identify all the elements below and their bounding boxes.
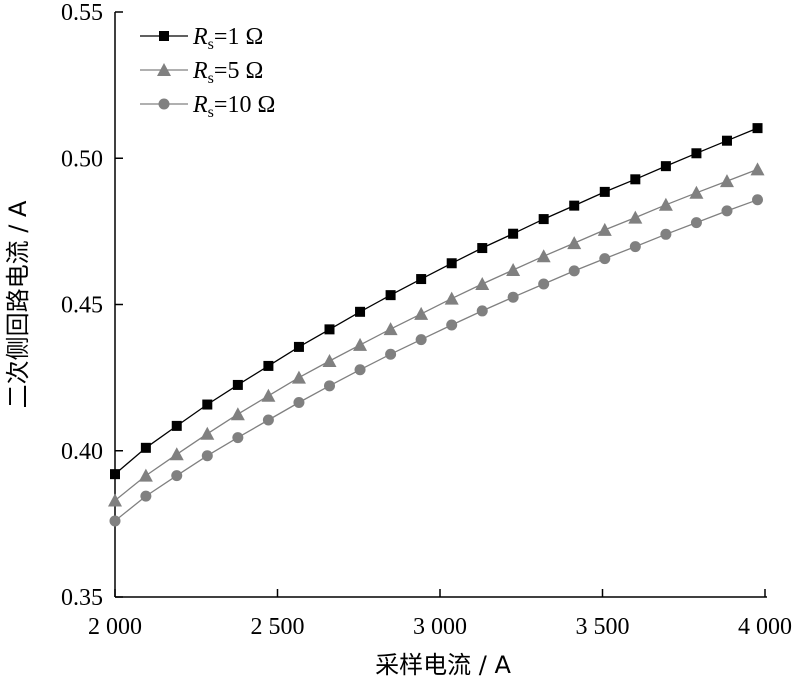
data-point bbox=[291, 370, 306, 384]
data-point bbox=[140, 490, 152, 502]
data-point bbox=[628, 210, 643, 224]
y-tick-label: 0.40 bbox=[61, 439, 103, 465]
data-point bbox=[719, 174, 734, 188]
y-tick-label: 0.50 bbox=[61, 146, 103, 172]
legend-label: Rs=1 Ω bbox=[192, 24, 263, 53]
data-point bbox=[506, 262, 521, 276]
data-point bbox=[414, 306, 429, 320]
legend-label: Rs=5 Ω bbox=[192, 58, 263, 87]
data-point bbox=[689, 185, 704, 199]
data-point bbox=[476, 305, 488, 317]
data-point bbox=[477, 243, 488, 254]
data-point bbox=[232, 379, 243, 390]
data-point bbox=[567, 236, 582, 250]
series-circle bbox=[109, 194, 764, 527]
data-point bbox=[293, 396, 305, 408]
plot-area: 2 000 2 500 3 000 3 500 4 000 0.350.400.450.… bbox=[61, 0, 792, 640]
data-point bbox=[140, 442, 151, 453]
series-line bbox=[114, 199, 758, 522]
data-point bbox=[507, 291, 519, 303]
data-point bbox=[416, 274, 427, 285]
data-point bbox=[232, 432, 244, 444]
data-point bbox=[171, 470, 183, 482]
y-tick-label: 0.55 bbox=[61, 0, 103, 26]
data-point bbox=[171, 420, 182, 431]
y-tick-label: 0.35 bbox=[61, 585, 103, 611]
y-axis-title: 二次侧回路电流 / A bbox=[4, 200, 32, 408]
data-point bbox=[475, 277, 490, 291]
legend-label: Rs=10 Ω bbox=[192, 92, 275, 121]
data-point bbox=[230, 407, 245, 421]
data-point bbox=[721, 135, 732, 146]
legend-item: Rs=1 Ω bbox=[140, 24, 263, 53]
data-point bbox=[568, 265, 580, 277]
data-point bbox=[383, 322, 398, 336]
series-square bbox=[110, 123, 763, 480]
data-point bbox=[201, 450, 213, 462]
data-point bbox=[159, 31, 169, 41]
legend: Rs=1 Ω Rs=5 Ω Rs=10 Ω bbox=[140, 24, 275, 121]
data-point bbox=[322, 353, 337, 367]
data-point bbox=[158, 98, 170, 110]
data-point bbox=[385, 348, 397, 360]
data-point bbox=[569, 200, 580, 211]
data-point bbox=[385, 290, 396, 301]
data-point bbox=[599, 186, 610, 197]
x-axis-ticks: 2 000 2 500 3 000 3 500 4 000 bbox=[88, 589, 792, 640]
data-point bbox=[108, 493, 122, 507]
data-point bbox=[538, 214, 549, 225]
data-point bbox=[293, 341, 304, 352]
x-tick-label: 4 000 bbox=[738, 614, 792, 640]
data-point bbox=[324, 324, 335, 335]
data-point bbox=[690, 217, 702, 229]
x-tick-label: 3 000 bbox=[413, 614, 467, 640]
series-line bbox=[114, 168, 758, 502]
data-point bbox=[200, 426, 215, 440]
data-point bbox=[446, 319, 458, 331]
data-point bbox=[691, 148, 702, 159]
x-tick-label: 2 000 bbox=[88, 614, 142, 640]
data-point bbox=[324, 380, 335, 392]
data-point bbox=[629, 241, 641, 253]
data-point bbox=[444, 291, 459, 305]
data-point bbox=[750, 162, 765, 176]
data-point bbox=[597, 222, 612, 236]
data-point bbox=[353, 337, 368, 351]
data-point bbox=[630, 174, 641, 185]
data-point bbox=[109, 515, 121, 527]
x-tick-label: 2 500 bbox=[251, 614, 305, 640]
data-point bbox=[721, 205, 733, 217]
data-point bbox=[169, 447, 184, 461]
legend-item: Rs=5 Ω bbox=[140, 58, 263, 87]
data-point bbox=[660, 161, 671, 172]
data-point bbox=[752, 194, 764, 206]
data-point bbox=[262, 414, 274, 426]
data-point bbox=[536, 249, 551, 263]
x-axis-title: 采样电流 / A bbox=[375, 651, 511, 679]
data-point bbox=[508, 228, 519, 239]
data-point bbox=[658, 197, 673, 211]
y-axis-ticks: 0.35 0.40 0.45 0.50 0.55 bbox=[61, 0, 123, 611]
legend-item: Rs=10 Ω bbox=[140, 92, 275, 121]
x-tick-label: 3 500 bbox=[576, 614, 630, 640]
data-point bbox=[599, 253, 611, 265]
data-point bbox=[261, 388, 276, 402]
series-triangle bbox=[108, 162, 765, 507]
data-point bbox=[157, 63, 171, 76]
data-point bbox=[660, 228, 672, 240]
y-tick-label: 0.45 bbox=[61, 293, 103, 319]
data-point bbox=[538, 278, 550, 290]
data-point bbox=[354, 364, 366, 376]
data-point bbox=[355, 306, 366, 317]
data-point bbox=[446, 258, 457, 269]
data-point bbox=[138, 468, 153, 482]
series-layer bbox=[108, 123, 765, 527]
series-line bbox=[114, 127, 758, 475]
data-point bbox=[752, 123, 763, 134]
data-point bbox=[110, 469, 120, 480]
data-point bbox=[415, 334, 427, 346]
data-point bbox=[263, 360, 274, 371]
data-point bbox=[202, 399, 213, 410]
